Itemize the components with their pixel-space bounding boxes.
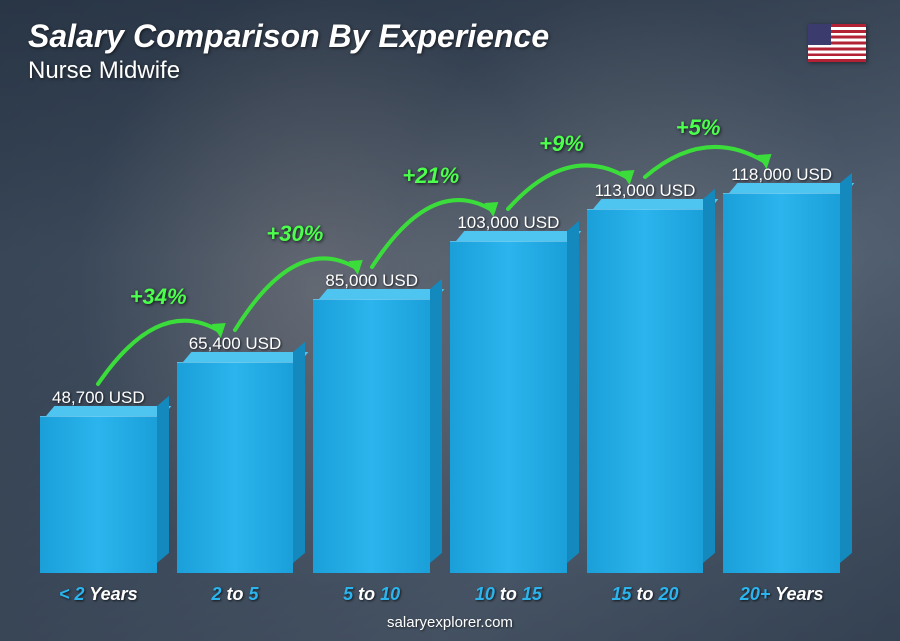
bar-side-face <box>840 173 852 563</box>
bar-group: 85,000 USD5 to 10 <box>313 271 430 573</box>
page-subtitle: Nurse Midwife <box>28 57 549 85</box>
bar-group: 118,000 USD20+ Years <box>723 165 840 573</box>
bar-3d <box>40 416 157 573</box>
bar-category-label: 2 to 5 <box>211 584 258 605</box>
bar-top-face <box>729 183 854 193</box>
bar-front-face <box>723 193 840 573</box>
bar-3d <box>450 241 567 573</box>
bar-category-label: 15 to 20 <box>611 584 678 605</box>
bar-top-face <box>593 199 718 209</box>
bar-front-face <box>177 362 294 573</box>
country-flag-us <box>808 24 866 62</box>
bar-3d <box>587 209 704 573</box>
bar-value-label: 113,000 USD <box>595 181 696 201</box>
percent-increase-label: +21% <box>402 163 459 189</box>
title-block: Salary Comparison By Experience Nurse Mi… <box>28 18 549 85</box>
bar-group: 48,700 USD< 2 Years <box>40 388 157 573</box>
bar-value-label: 85,000 USD <box>325 271 418 291</box>
percent-increase-label: +30% <box>266 221 323 247</box>
bar-group: 65,400 USD2 to 5 <box>177 334 294 573</box>
percent-increase-label: +9% <box>539 131 584 157</box>
bar-group: 103,000 USD10 to 15 <box>450 213 567 573</box>
bar-side-face <box>567 221 579 563</box>
bar-side-face <box>430 279 442 563</box>
bar-front-face <box>40 416 157 573</box>
bar-side-face <box>157 396 169 563</box>
bar-group: 113,000 USD15 to 20 <box>587 181 704 573</box>
bar-value-label: 118,000 USD <box>731 165 832 185</box>
page-title: Salary Comparison By Experience <box>28 18 549 55</box>
bar-front-face <box>450 241 567 573</box>
bar-side-face <box>293 342 305 563</box>
bar-front-face <box>313 299 430 573</box>
flag-canton <box>808 24 831 45</box>
bar-value-label: 65,400 USD <box>189 334 282 354</box>
bar-3d <box>177 362 294 573</box>
bar-3d <box>723 193 840 573</box>
bar-value-label: 48,700 USD <box>52 388 145 408</box>
bar-top-face <box>46 406 171 416</box>
bar-value-label: 103,000 USD <box>457 213 559 233</box>
bar-category-label: 10 to 15 <box>475 584 542 605</box>
percent-increase-label: +5% <box>676 115 721 141</box>
bar-category-label: 5 to 10 <box>343 584 400 605</box>
bar-top-face <box>183 352 308 362</box>
bar-side-face <box>703 189 715 563</box>
bar-category-label: 20+ Years <box>740 584 824 605</box>
bar-3d <box>313 299 430 573</box>
bar-category-label: < 2 Years <box>59 584 138 605</box>
percent-increase-label: +34% <box>130 284 187 310</box>
footer-credit: salaryexplorer.com <box>0 614 900 631</box>
bar-top-face <box>319 289 444 299</box>
bar-top-face <box>456 231 581 241</box>
bar-front-face <box>587 209 704 573</box>
